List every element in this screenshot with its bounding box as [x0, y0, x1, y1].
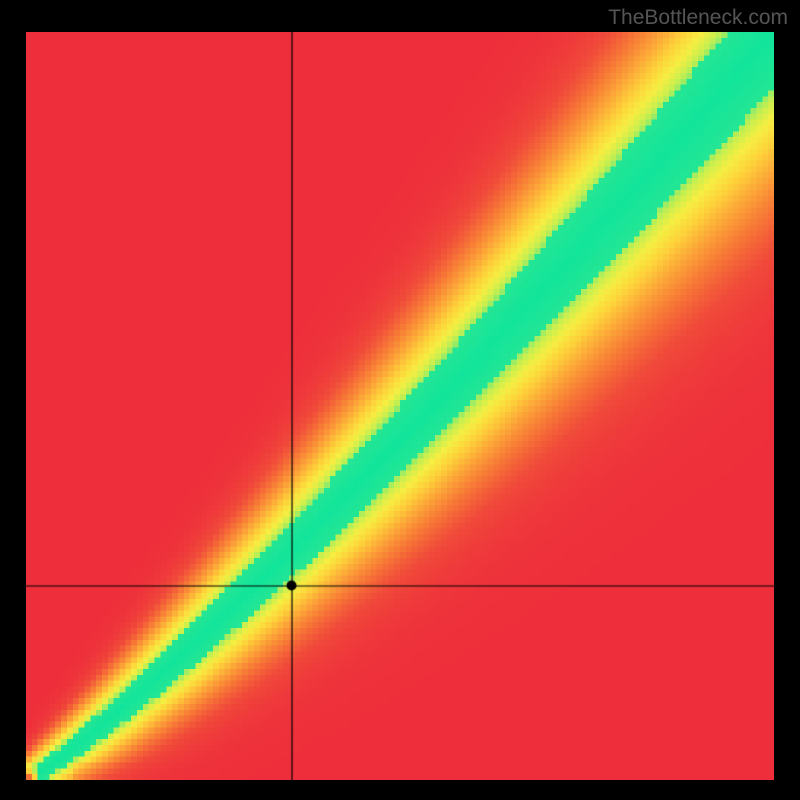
plot-area [26, 32, 774, 780]
crosshair-overlay [26, 32, 774, 780]
watermark-text: TheBottleneck.com [608, 6, 788, 30]
